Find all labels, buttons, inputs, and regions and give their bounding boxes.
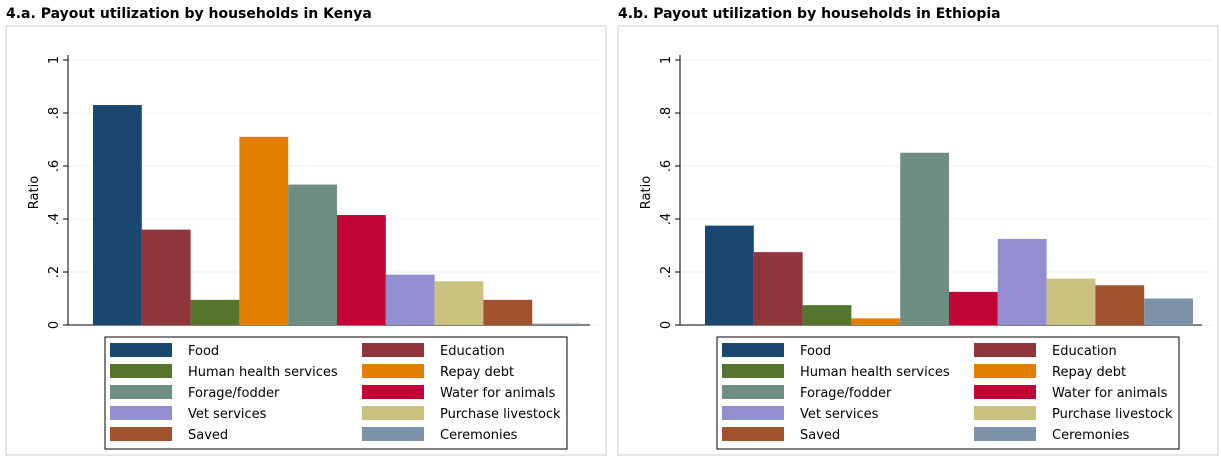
legend-swatch bbox=[110, 406, 172, 420]
y-tick-label: 1 bbox=[47, 56, 62, 64]
chart-title: 4.b. Payout utilization by households in… bbox=[618, 6, 1001, 22]
y-tick-label: 0 bbox=[47, 321, 62, 329]
legend-swatch bbox=[362, 343, 424, 357]
legend-label: Purchase livestock bbox=[1052, 407, 1173, 422]
legend-swatch bbox=[722, 406, 784, 420]
bar bbox=[802, 305, 852, 325]
legend-label: Saved bbox=[800, 428, 840, 443]
bar bbox=[753, 252, 803, 325]
legend-label: Food bbox=[188, 344, 219, 359]
legend-box bbox=[104, 336, 568, 450]
legend-swatch bbox=[974, 427, 1036, 441]
bar bbox=[190, 299, 240, 325]
legend-label: Water for animals bbox=[440, 386, 556, 401]
legend-swatch bbox=[362, 427, 424, 441]
legend-label: Water for animals bbox=[1052, 386, 1168, 401]
legend-label: Human health services bbox=[188, 365, 338, 380]
legend-box bbox=[716, 336, 1180, 450]
legend-swatch bbox=[362, 364, 424, 378]
legend-label: Education bbox=[1052, 344, 1117, 359]
bar bbox=[1046, 278, 1096, 325]
bar bbox=[337, 215, 386, 325]
y-tick-label: .4 bbox=[659, 213, 674, 225]
bar bbox=[949, 291, 998, 325]
y-tick-label: .8 bbox=[659, 107, 674, 119]
legend-label: Vet services bbox=[800, 407, 879, 422]
legend-label: Purchase livestock bbox=[440, 407, 561, 422]
y-tick-label: .2 bbox=[47, 266, 62, 278]
bar bbox=[1144, 298, 1193, 325]
y-axis-label: Ratio bbox=[639, 176, 654, 209]
y-axis-label: Ratio bbox=[27, 176, 42, 209]
y-tick-label: 0 bbox=[659, 321, 674, 329]
bar bbox=[141, 229, 191, 325]
legend-swatch bbox=[722, 385, 784, 399]
legend-swatch bbox=[110, 364, 172, 378]
bar bbox=[483, 299, 533, 325]
legend-swatch bbox=[722, 343, 784, 357]
y-tick-label: .2 bbox=[659, 266, 674, 278]
legend-swatch bbox=[974, 385, 1036, 399]
legend-label: Vet services bbox=[188, 407, 267, 422]
legend-label: Education bbox=[440, 344, 505, 359]
bar bbox=[997, 238, 1047, 325]
legend-label: Forage/fodder bbox=[188, 386, 280, 401]
bar bbox=[93, 105, 142, 325]
y-tick-label: .6 bbox=[47, 160, 62, 172]
y-tick-label: .6 bbox=[659, 160, 674, 172]
legend-label: Repay debt bbox=[440, 365, 514, 380]
legend-label: Forage/fodder bbox=[800, 386, 892, 401]
y-tick-label: 1 bbox=[659, 56, 674, 64]
bar bbox=[532, 323, 581, 325]
legend-swatch bbox=[110, 385, 172, 399]
legend-swatch bbox=[974, 343, 1036, 357]
legend-swatch bbox=[974, 364, 1036, 378]
legend-swatch bbox=[110, 427, 172, 441]
legend-swatch bbox=[722, 427, 784, 441]
bar bbox=[1095, 285, 1145, 325]
legend-swatch bbox=[722, 364, 784, 378]
bar bbox=[239, 136, 289, 325]
legend-swatch bbox=[362, 385, 424, 399]
legend-label: Repay debt bbox=[1052, 365, 1126, 380]
bar bbox=[851, 318, 901, 325]
legend-label: Food bbox=[800, 344, 831, 359]
legend-swatch bbox=[974, 406, 1036, 420]
legend-label: Saved bbox=[188, 428, 228, 443]
bar bbox=[288, 184, 337, 325]
y-tick-label: .4 bbox=[47, 213, 62, 225]
bar bbox=[900, 152, 949, 325]
legend-swatch bbox=[110, 343, 172, 357]
y-tick-label: .8 bbox=[47, 107, 62, 119]
legend-label: Ceremonies bbox=[1052, 428, 1130, 443]
chart-title: 4.a. Payout utilization by households in… bbox=[6, 6, 372, 22]
legend-swatch bbox=[362, 406, 424, 420]
legend-label: Ceremonies bbox=[440, 428, 518, 443]
bar bbox=[434, 281, 484, 325]
bar bbox=[385, 274, 435, 325]
legend-label: Human health services bbox=[800, 365, 950, 380]
bar bbox=[705, 225, 754, 325]
